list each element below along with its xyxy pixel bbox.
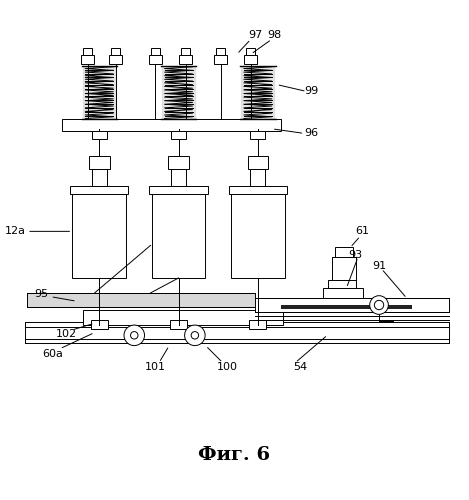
Bar xyxy=(323,288,363,298)
Text: 99: 99 xyxy=(304,86,318,97)
Bar xyxy=(231,194,285,278)
Bar xyxy=(246,48,256,55)
Circle shape xyxy=(124,325,144,345)
Bar xyxy=(83,48,92,55)
Bar xyxy=(335,247,353,258)
Bar xyxy=(81,55,94,64)
Bar xyxy=(73,194,126,278)
Text: 100: 100 xyxy=(217,362,238,372)
Bar xyxy=(111,48,120,55)
Circle shape xyxy=(191,332,198,339)
Bar xyxy=(248,156,268,170)
Text: 98: 98 xyxy=(267,30,281,40)
Bar xyxy=(181,48,190,55)
Text: 61: 61 xyxy=(356,226,370,236)
Bar xyxy=(250,170,265,186)
Text: 91: 91 xyxy=(372,262,386,272)
Bar xyxy=(168,156,189,170)
Bar xyxy=(27,293,256,307)
Bar xyxy=(250,320,266,330)
Text: 102: 102 xyxy=(56,329,77,339)
Bar xyxy=(229,186,287,194)
Bar xyxy=(171,129,186,139)
Bar xyxy=(92,170,107,186)
Text: 97: 97 xyxy=(249,30,263,40)
Bar xyxy=(244,55,257,64)
Bar xyxy=(150,186,208,194)
Bar xyxy=(179,55,192,64)
Circle shape xyxy=(370,296,388,314)
Bar xyxy=(62,120,281,131)
Bar xyxy=(281,306,412,309)
Text: 101: 101 xyxy=(145,362,166,372)
Text: 96: 96 xyxy=(304,128,318,138)
Bar xyxy=(216,48,225,55)
Bar xyxy=(214,55,227,64)
Bar xyxy=(152,194,205,278)
Bar xyxy=(171,170,186,186)
Bar xyxy=(250,129,265,139)
Bar xyxy=(151,48,160,55)
Bar xyxy=(92,129,107,139)
Text: 12a: 12a xyxy=(5,226,26,236)
Text: 93: 93 xyxy=(348,250,363,260)
Bar xyxy=(149,55,162,64)
Bar xyxy=(333,258,356,280)
Text: Фиг. 6: Фиг. 6 xyxy=(198,446,271,464)
Bar xyxy=(91,320,108,330)
Bar xyxy=(170,320,187,330)
Circle shape xyxy=(185,325,205,345)
Bar xyxy=(89,156,110,170)
Bar xyxy=(109,55,122,64)
Circle shape xyxy=(374,300,384,310)
Circle shape xyxy=(130,332,138,339)
Text: 60a: 60a xyxy=(42,348,63,358)
Bar xyxy=(328,280,356,288)
Bar xyxy=(256,298,449,312)
Bar xyxy=(70,186,129,194)
Bar xyxy=(83,310,283,324)
Text: 95: 95 xyxy=(34,290,48,300)
Text: 54: 54 xyxy=(293,362,307,372)
